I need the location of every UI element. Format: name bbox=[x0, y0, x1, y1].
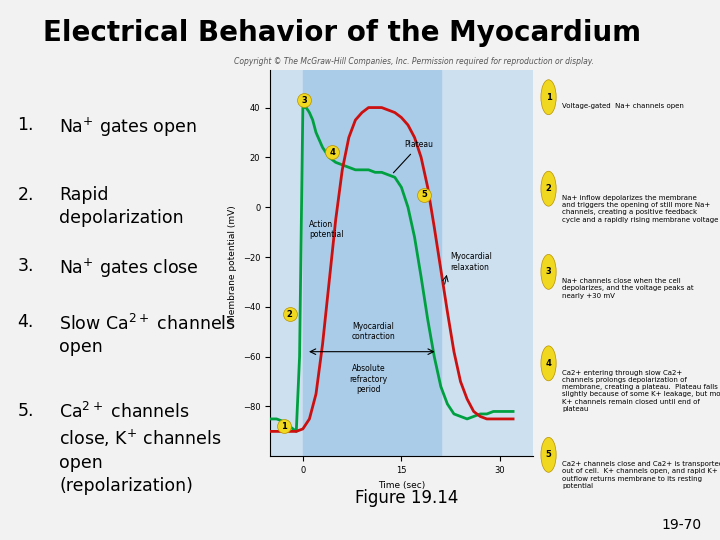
Circle shape bbox=[541, 171, 556, 206]
Text: 2.: 2. bbox=[17, 186, 34, 205]
Text: Plateau: Plateau bbox=[393, 140, 433, 173]
Text: 5.: 5. bbox=[17, 402, 34, 420]
Text: Absolute
refractory
period: Absolute refractory period bbox=[349, 364, 387, 394]
Bar bbox=[303, 70, 441, 456]
Text: Myocardial
contraction: Myocardial contraction bbox=[352, 322, 396, 341]
Y-axis label: Membrane potential (mV): Membrane potential (mV) bbox=[228, 205, 237, 322]
Text: 1: 1 bbox=[282, 422, 287, 431]
Text: Na+ channels close when the cell
depolarizes, and the voltage peaks at
nearly +3: Na+ channels close when the cell depolar… bbox=[562, 278, 694, 299]
Text: 19-70: 19-70 bbox=[662, 518, 702, 532]
Text: 4: 4 bbox=[330, 148, 336, 157]
Text: 3: 3 bbox=[301, 96, 307, 105]
Circle shape bbox=[541, 80, 556, 114]
Text: Na$\mathregular{^{+}}$ gates open: Na$\mathregular{^{+}}$ gates open bbox=[59, 116, 197, 139]
Text: Ca2+ channels close and Ca2+ is transported
out of cell.  K+ channels open, and : Ca2+ channels close and Ca2+ is transpor… bbox=[562, 461, 720, 489]
Text: Slow Ca$\mathregular{^{2+}}$ channels
open: Slow Ca$\mathregular{^{2+}}$ channels op… bbox=[59, 313, 236, 356]
Text: Copyright © The McGraw-Hill Companies, Inc. Permission required for reproduction: Copyright © The McGraw-Hill Companies, I… bbox=[234, 57, 594, 66]
Text: Na$\mathregular{^{+}}$ gates close: Na$\mathregular{^{+}}$ gates close bbox=[59, 256, 199, 280]
Text: 3: 3 bbox=[546, 267, 552, 276]
Text: Ca$\mathregular{^{2+}}$ channels
close, K$\mathregular{^{+}}$ channels
open
(rep: Ca$\mathregular{^{2+}}$ channels close, … bbox=[59, 402, 222, 495]
Text: Electrical Behavior of the Myocardium: Electrical Behavior of the Myocardium bbox=[43, 19, 642, 47]
Text: 5: 5 bbox=[546, 450, 552, 460]
Text: Rapid
depolarization: Rapid depolarization bbox=[59, 186, 184, 227]
Text: Myocardial
relaxation: Myocardial relaxation bbox=[451, 252, 492, 272]
Text: 3.: 3. bbox=[17, 256, 34, 275]
Text: 1.: 1. bbox=[17, 116, 34, 134]
Text: 4.: 4. bbox=[17, 313, 34, 332]
Text: 2: 2 bbox=[287, 310, 292, 319]
Text: Action
potential: Action potential bbox=[310, 220, 344, 239]
Text: 2: 2 bbox=[546, 184, 552, 193]
Text: 4: 4 bbox=[546, 359, 552, 368]
Circle shape bbox=[541, 254, 556, 289]
Text: 5: 5 bbox=[421, 190, 428, 199]
Text: Ca2+ entering through slow Ca2+
channels prolongs depolarization of
membrane, cr: Ca2+ entering through slow Ca2+ channels… bbox=[562, 369, 720, 412]
Text: Figure 19.14: Figure 19.14 bbox=[355, 489, 459, 507]
Circle shape bbox=[541, 346, 556, 381]
Text: Voltage-gated  Na+ channels open: Voltage-gated Na+ channels open bbox=[562, 104, 684, 110]
Circle shape bbox=[541, 437, 556, 472]
X-axis label: Time (sec): Time (sec) bbox=[378, 481, 425, 490]
Text: 1: 1 bbox=[546, 93, 552, 102]
Text: Na+ inflow depolarizes the membrane
and triggers the opening of still more Na+
c: Na+ inflow depolarizes the membrane and … bbox=[562, 195, 719, 222]
